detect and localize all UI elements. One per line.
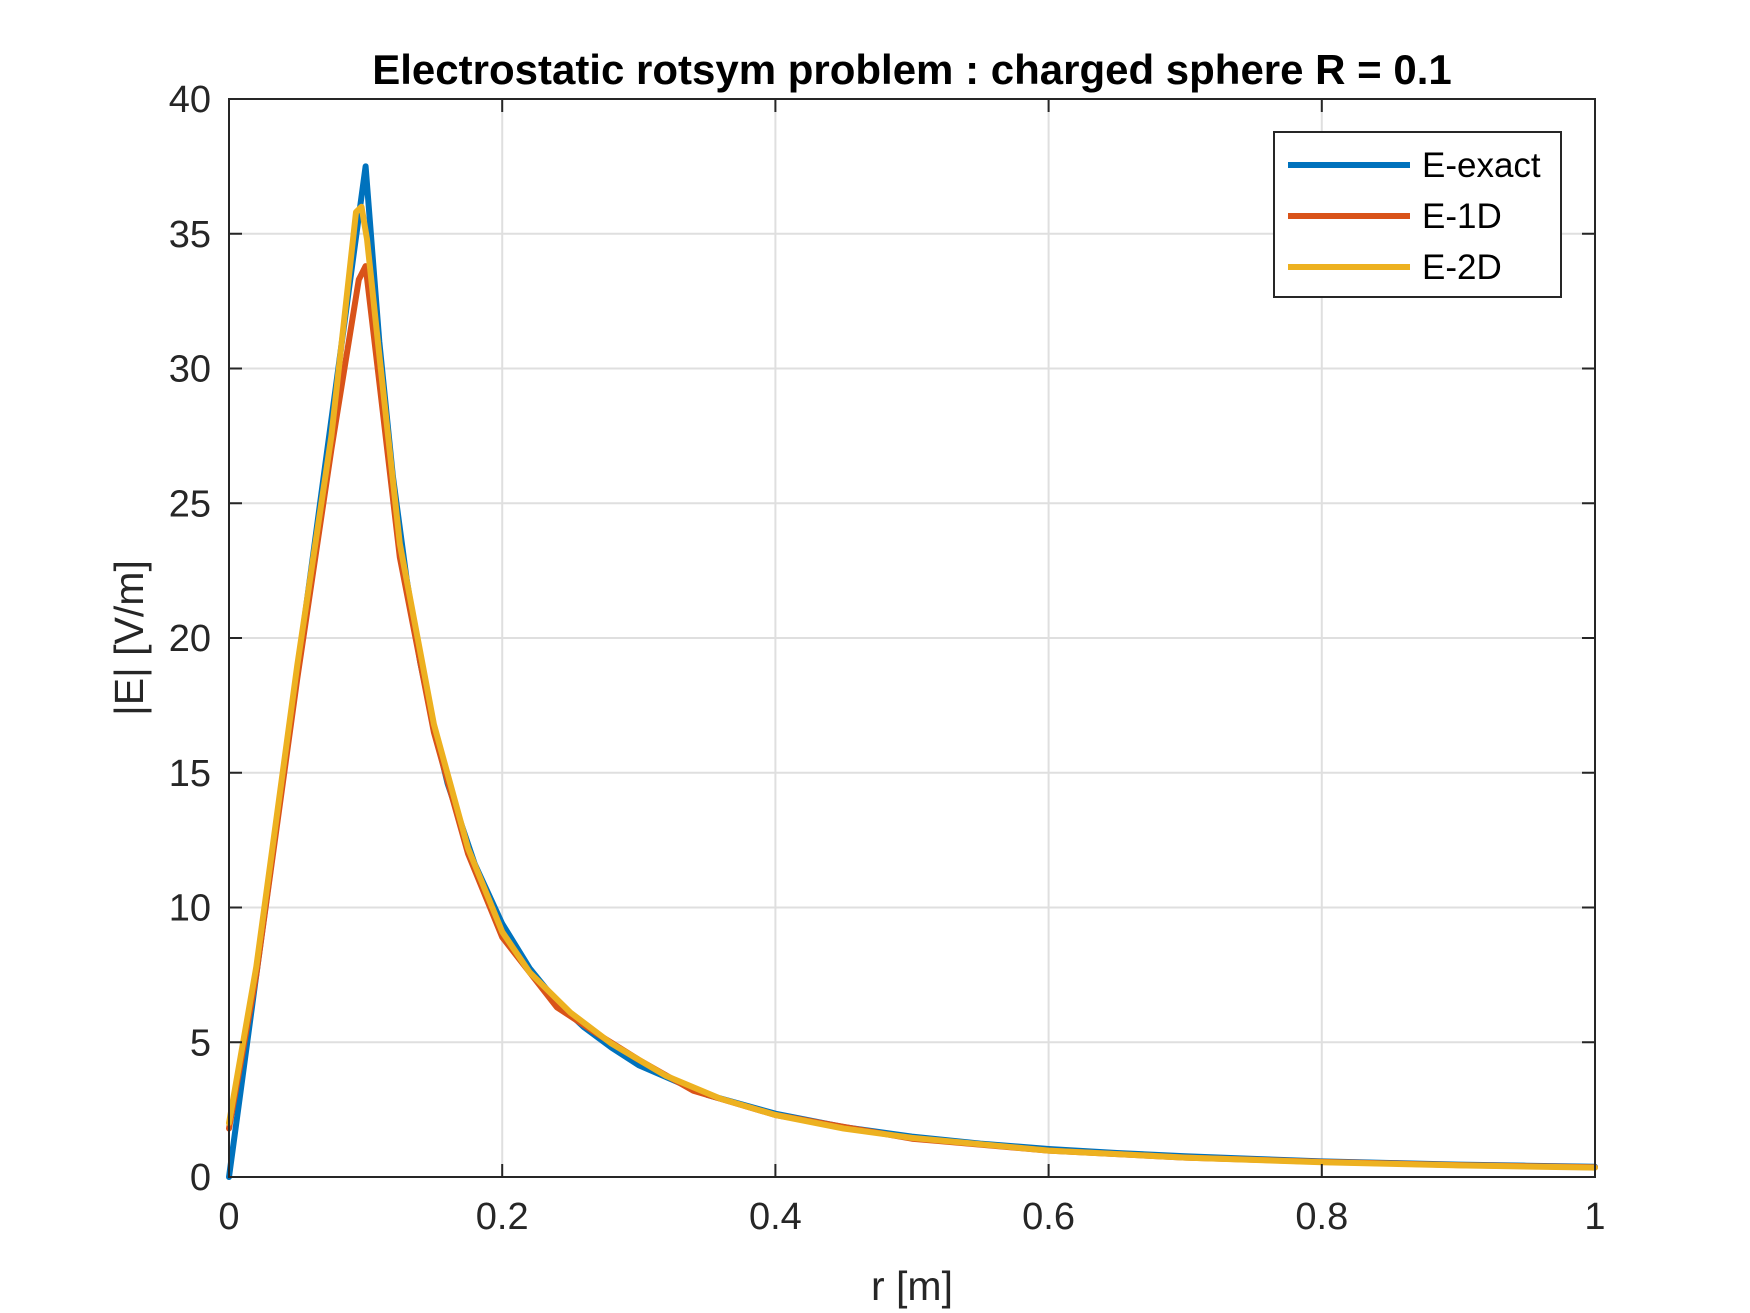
- x-tick-label: 0.4: [749, 1196, 802, 1238]
- y-tick-label: 15: [169, 753, 211, 795]
- y-tick-label: 10: [169, 888, 211, 930]
- legend-label-e-2d: E-2D: [1422, 248, 1502, 287]
- x-tick-label: 0.8: [1295, 1196, 1348, 1238]
- y-tick-label: 20: [169, 618, 211, 660]
- series-layer: [226, 163, 1598, 1180]
- x-tick-label: 0.6: [1022, 1196, 1075, 1238]
- y-tick-label: 40: [169, 79, 211, 121]
- y-tick-label: 35: [169, 214, 211, 256]
- series-line-e-2d: [226, 203, 1598, 1171]
- y-tick-label: 0: [190, 1157, 211, 1199]
- x-axis-label: r [m]: [871, 1263, 953, 1309]
- x-tick-label: 1: [1584, 1196, 1605, 1238]
- y-tick-label: 25: [169, 483, 211, 525]
- y-tick-label: 5: [190, 1022, 211, 1064]
- x-tick-label: 0.2: [476, 1196, 529, 1238]
- legend-label-e-1d: E-1D: [1422, 197, 1502, 236]
- x-tick-label: 0: [218, 1196, 239, 1238]
- y-axis-label: |E| [V/m]: [106, 560, 152, 716]
- y-tick-label: 30: [169, 349, 211, 391]
- chart-title: Electrostatic rotsym problem : charged s…: [372, 46, 1452, 93]
- legend-label-e-exact: E-exact: [1422, 146, 1541, 185]
- legend: E-exact E-1D E-2D: [1273, 131, 1562, 298]
